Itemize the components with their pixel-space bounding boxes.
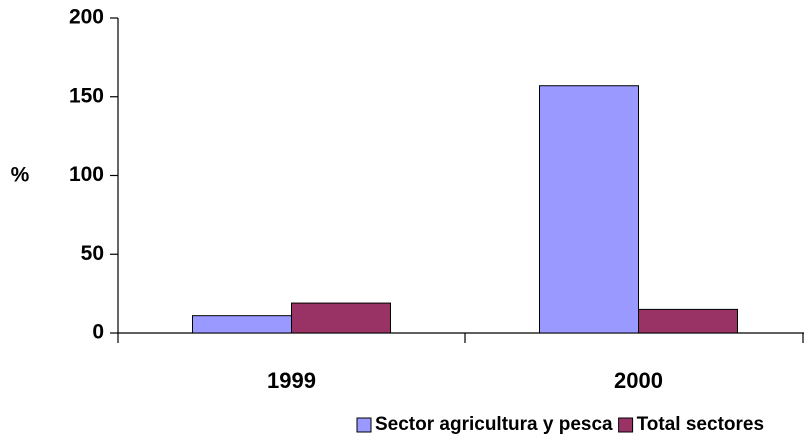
legend-label: Sector agricultura y pesca (375, 414, 613, 435)
y-tick-label: 100 (69, 163, 104, 186)
y-tick-label: 200 (69, 6, 104, 29)
bar (192, 315, 292, 334)
bar (291, 302, 391, 334)
x-tick-label: 2000 (614, 368, 663, 393)
y-tick-label: 150 (69, 84, 104, 107)
legend-swatch (618, 417, 634, 433)
legend-label: Total sectores (637, 414, 764, 435)
y-tick-label: 50 (81, 242, 104, 265)
bar (638, 308, 738, 334)
x-tick-label: 1999 (267, 368, 316, 393)
bar (539, 85, 639, 334)
legend-swatch (356, 417, 372, 433)
y-axis-label: % (11, 164, 30, 187)
y-tick-label: 0 (92, 321, 104, 344)
